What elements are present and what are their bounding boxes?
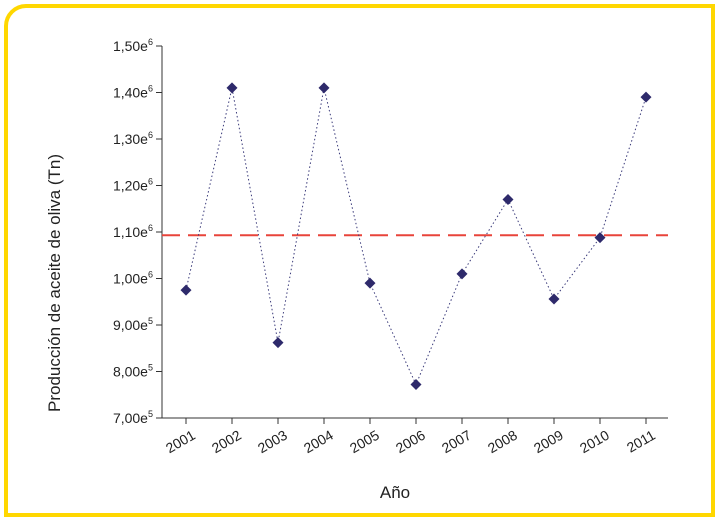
x-tick-label: 2001: [163, 427, 198, 457]
x-tick-label: 2004: [301, 427, 336, 457]
x-tick-label: 2009: [531, 427, 566, 457]
chart-frame: [4, 4, 715, 517]
x-tick-label: 2006: [393, 427, 428, 457]
data-point: [548, 293, 560, 305]
x-tick-label: 2005: [347, 427, 382, 457]
axes: [161, 46, 668, 419]
x-ticks: 2001 2002 2003 2004 2005 2006 2007 2008 2009 2010…: [163, 418, 658, 456]
x-tick-label: 2007: [439, 427, 474, 457]
x-tick-label: 2011: [624, 427, 658, 456]
y-tick-label: 7,00e5: [113, 409, 153, 426]
x-tick-label: 2003: [255, 427, 290, 457]
data-point: [410, 379, 422, 391]
y-tick-label: 9,00e5: [113, 316, 153, 333]
data-point: [180, 284, 192, 296]
y-ticks: 7,00e5 8,00e5 9,00e5 1,00e6 1,10e6 1,20e6 1,30…: [113, 37, 162, 426]
x-tick-label: 2010: [577, 427, 612, 457]
x-tick-label: 2002: [209, 427, 244, 457]
x-axis-label: Año: [380, 483, 410, 502]
data-point: [226, 82, 238, 94]
x-tick-label: 2008: [485, 427, 520, 457]
data-points: [180, 82, 652, 391]
data-point: [364, 277, 376, 289]
y-tick-label: 1,10e6: [113, 223, 153, 240]
y-tick-label: 1,50e6: [113, 37, 153, 54]
data-point: [640, 91, 652, 103]
y-tick-label: 1,00e6: [113, 270, 153, 287]
data-point: [456, 268, 468, 280]
y-tick-label: 1,40e6: [113, 84, 153, 101]
y-tick-label: 1,20e6: [113, 177, 153, 194]
data-point: [272, 337, 284, 349]
data-point: [318, 82, 330, 94]
y-axis-label: Producción de aceite de oliva (Tn): [45, 154, 64, 412]
y-tick-label: 1,30e6: [113, 130, 153, 147]
y-tick-label: 8,00e5: [113, 363, 153, 380]
data-point: [594, 232, 606, 244]
data-point: [502, 193, 514, 205]
